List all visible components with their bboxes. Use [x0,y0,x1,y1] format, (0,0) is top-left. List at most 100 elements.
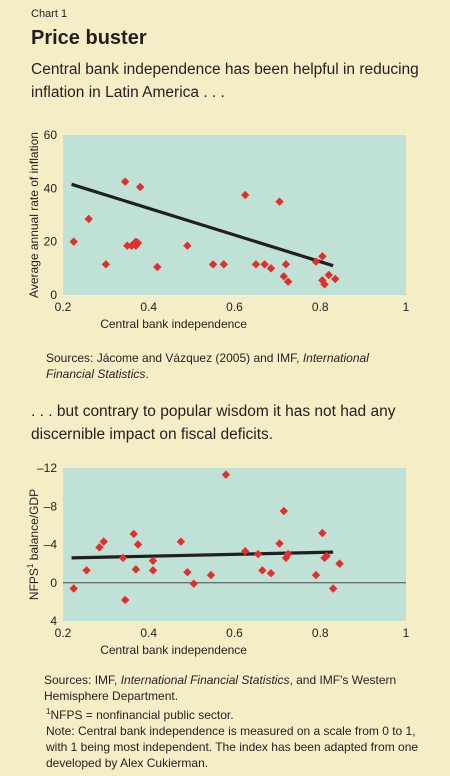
c1-data-point [101,260,111,269]
footnote-marker: 1 [46,707,51,716]
c2-data-point [266,568,276,578]
c1-data-point [120,177,130,186]
c2-data-point [311,570,321,580]
chart1-sources-italic: International Financial Statistics [46,351,369,381]
c2-x-tick-label: 0.6 [226,626,243,640]
c2-data-point [322,551,331,561]
c2-y-tick-label: –12 [37,461,57,475]
c2-data-point [118,553,128,563]
chart2-sources-prefix: Sources: IMF, [44,673,121,687]
c1-trend-line [71,182,334,268]
chart1-sources-suffix: . [145,367,149,381]
c2-y-tick-label: –4 [44,538,58,552]
c2-data-point [275,539,284,548]
c1-data-point [69,237,78,246]
c2-data-point [176,537,186,546]
c1-data-point [208,260,218,269]
c2-data-point [148,566,158,575]
chart1-plot-area [63,135,406,295]
c2-data-point [258,566,267,575]
chart1-y-axis-label: Average annual rate of inflation [27,132,41,298]
chart-number: Chart 1 [31,8,68,20]
c2-y-tick-label: –8 [44,499,58,513]
c1-data-point [123,241,132,250]
c2-data-point [281,553,291,563]
footnote: 1NFPS = nonfinancial public sector. [30,704,425,723]
c2-data-point [82,566,91,575]
c2-x-tick-label: 0.2 [55,626,72,640]
chart1-sources-prefix: Sources: Jácome and Vázquez (2005) and I… [46,351,303,365]
c1-x-tick-label: 0.6 [226,300,243,314]
chart2-y-axis-label: NFPS1 balance/GDP [26,489,41,600]
c2-data-point [279,506,289,516]
c1-data-point [324,270,334,280]
c1-data-point [153,262,162,272]
c1-y-tick-label: 60 [44,128,58,142]
c2-data-point [95,543,104,552]
c1-data-point [135,182,145,192]
c2-x-tick-label: 0.8 [312,626,329,640]
c1-x-tick-label: 1 [403,300,410,314]
chart-title: Price buster [31,27,147,49]
c1-data-point [84,214,93,224]
chart1-subtitle: Central bank independence has been helpf… [31,61,419,101]
c1-data-point [260,260,269,269]
c2-data-point [148,556,158,565]
c1-data-point [241,190,250,200]
c2-data-point [318,528,327,538]
c2-data-point [120,595,130,605]
c1-data-point [266,264,276,273]
c1-y-tick-label: 40 [44,181,58,195]
c1-data-point [311,257,321,266]
c2-data-point [328,584,338,593]
c2-data-point [69,584,78,593]
c2-data-point [283,549,293,559]
c2-data-point [206,570,216,580]
chart2-y-label-footnote: 1 [26,563,35,568]
chart2-x-axis-label: Central bank independence [100,643,247,657]
chart2-y-label-rest: balance/GDP [27,489,41,564]
chart2-plot: 0.2 0.4 0.6 0.8 1 4 0 –4 –8 –12 Central bank inde… [26,461,410,657]
chart2-subtitle: . . . but contrary to popular wisdom it … [31,403,396,443]
chart2-notes: Sources: IMF, International Financial St… [30,672,425,771]
c2-data-point [133,540,143,549]
c1-data-point [133,238,143,248]
c2-y-tick-label: 4 [50,614,57,628]
c1-data-point [279,272,289,281]
footnote-text: NFPS = nonfinancial public sector. [50,708,234,722]
c1-data-point [318,252,327,261]
c1-data-point [275,197,284,206]
c1-data-point [251,260,261,269]
c2-data-point [183,568,192,577]
c2-data-point [99,537,108,546]
c2-x-tick-label: 0.4 [140,626,157,640]
c1-data-point [283,277,293,286]
chart1-x-axis-label: Central bank independence [100,317,247,331]
c2-data-point [221,470,231,479]
c1-x-tick-label: 0.2 [55,300,72,314]
c2-data-point [131,565,141,574]
c2-data-point [189,579,198,588]
c1-data-point [281,260,291,269]
c2-data-point [253,549,263,559]
c2-y-tick-label: 0 [50,576,57,590]
c1-data-point [331,274,340,284]
c2-data-point [129,529,138,539]
chart2-y-label-nfps: NFPS [27,568,41,600]
c2-data-point [241,546,250,556]
chart2-sources-italic: International Financial Statistics [120,673,290,687]
note: Note: Central bank independence is measu… [46,724,419,770]
chart2-plot-area [63,468,406,621]
c1-data-point [219,260,228,269]
c1-y-tick-label: 0 [50,288,57,302]
c1-x-tick-label: 0.4 [140,300,157,314]
c2-data-point [335,559,344,568]
c1-data-point [320,280,329,289]
c1-y-tick-label: 20 [44,235,58,249]
chart1-plot: 0.2 0.4 0.6 0.8 1 0 20 40 60 Central bank indepe… [27,128,410,331]
chart1-sources: Sources: Jácome and Vázquez (2005) and I… [46,350,416,382]
c1-data-point [183,241,192,250]
c1-x-tick-label: 0.8 [312,300,329,314]
chart2-sources: Sources: IMF, International Financial St… [30,672,425,704]
